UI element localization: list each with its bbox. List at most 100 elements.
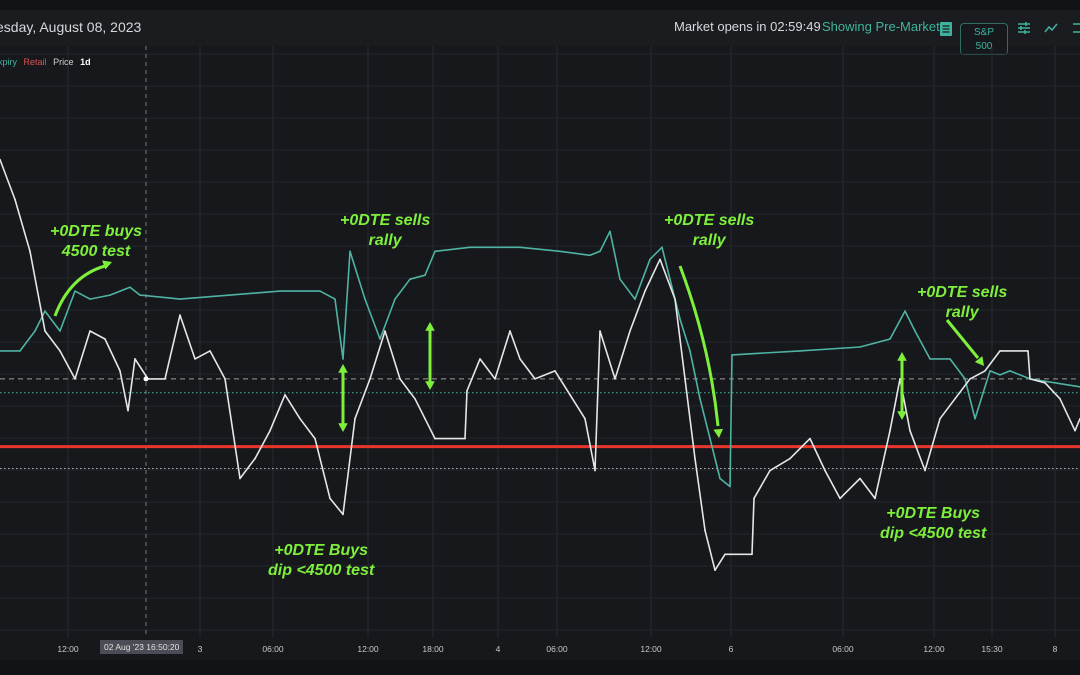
data-point-price [999,350,1001,352]
data-point-expiry [394,298,396,300]
price-chart[interactable] [0,46,1080,638]
data-point-expiry [974,417,976,420]
data-point-expiry [689,350,691,352]
arrowhead-icon [974,356,984,366]
sliders-icon[interactable] [1017,21,1031,35]
data-point-expiry [699,397,701,400]
data-point-price [299,417,301,420]
data-point-expiry [379,338,381,340]
data-point-price [909,429,911,432]
data-point-price [899,378,901,380]
data-point-expiry [914,330,916,332]
x-tick-label: 06:00 [262,644,284,654]
data-point-price [839,497,841,500]
data-point-expiry [334,298,336,300]
data-point-price [984,370,986,372]
annotation-line: +0DTE sells [340,212,431,229]
data-point-price [89,330,91,332]
data-point-price [466,390,468,392]
line-chart-icon[interactable] [1044,22,1058,34]
x-tick-label: 06:00 [546,644,568,654]
data-point-expiry [424,274,426,277]
data-point-price [599,330,601,332]
data-point-price [674,298,676,300]
data-point-price [694,457,696,460]
data-point-price [1029,378,1031,380]
annotation-sells-rally-3: +0DTE sells rally [917,283,1007,323]
data-point-price [494,378,496,380]
data-point-price [194,358,196,360]
data-point-price [434,437,436,440]
more-icon[interactable] [1073,21,1080,35]
annotation-line: dip <4500 test [268,562,375,579]
data-point-price [644,290,646,292]
data-point-expiry [109,294,111,296]
data-point-price [179,314,181,316]
x-tick-label: 3 [197,644,203,654]
time-axis[interactable]: 12:00 3 06:00 12:00 18:00 4 06:00 12:00 6 06:00 12… [0,638,1080,660]
legend-retail[interactable]: Retail [23,57,47,67]
data-point-price [224,378,226,380]
legend-timeframe[interactable]: 1d [80,57,91,67]
annotation-line: rally [945,304,979,321]
annotation-line: +0DTE Buys [886,505,981,522]
data-point-expiry [661,246,663,249]
legend-expiry[interactable]: xpiry [0,57,18,67]
x-tick-label: 6 [728,644,734,654]
data-point-expiry [859,346,861,348]
data-point-price [424,417,426,420]
data-point-expiry [999,374,1001,376]
data-point-price [14,198,16,201]
data-point-expiry [679,318,681,320]
session-mode-toggle[interactable]: Showing Pre-Market [822,19,940,34]
current-date: esday, August 08, 2023 [0,19,142,35]
data-point-expiry [44,310,46,312]
data-point-price [164,378,166,380]
arrowhead-icon [425,322,435,331]
annotation-line: dip <4500 test [880,525,987,542]
data-point-price [479,358,481,360]
data-point-expiry [519,246,521,249]
data-point-price [29,250,31,253]
annotation-line: +0DTE sells [664,212,755,229]
data-point-expiry [609,230,611,233]
data-point-expiry [434,250,436,253]
data-point-price [753,497,755,500]
arrowhead-icon [897,352,907,361]
data-point-expiry [889,338,891,340]
data-point-expiry [229,294,231,296]
data-point-price [369,378,371,380]
data-point-expiry [364,298,366,300]
data-point-price [554,370,556,372]
data-point-expiry [59,330,61,332]
x-tick-label: 18:00 [422,644,444,654]
arrowhead-icon [897,411,907,420]
data-point-expiry [669,278,671,280]
x-tick-label: 12:00 [923,644,945,654]
list-icon[interactable] [940,22,952,36]
data-point-price [824,469,826,472]
annotation-buys-dip-1: +0DTE Buys dip <4500 test [268,541,374,581]
data-point-price [342,513,344,516]
x-tick-label: 12:00 [640,644,662,654]
data-point-expiry [139,294,141,296]
data-point-price [464,437,466,440]
data-point-price [924,469,926,472]
data-point-expiry [709,437,711,440]
data-point-expiry [964,378,966,380]
x-tick-label: 12:00 [57,644,79,654]
x-tick-label: 4 [495,644,501,654]
data-point-price [969,378,971,380]
data-point-price [119,370,121,372]
data-point-expiry [731,354,733,356]
data-point-expiry [279,290,281,292]
index-button-line1: S&P [973,27,994,38]
data-point-expiry [729,485,731,488]
data-point-price [59,350,61,352]
data-point-expiry [929,358,931,360]
legend-price[interactable]: Price [53,57,74,67]
x-tick-label: 8 [1052,644,1058,654]
data-point-expiry [589,254,591,257]
data-point-price [584,417,586,420]
arrowhead-icon [713,428,724,438]
